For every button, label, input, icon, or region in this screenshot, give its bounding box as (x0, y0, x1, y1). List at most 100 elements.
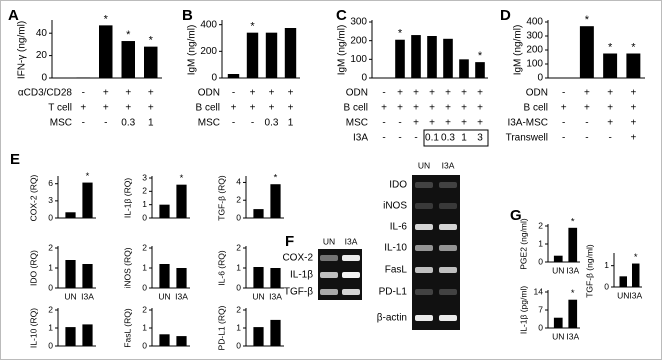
condition-value: + (461, 103, 467, 114)
condition-value: 3 (477, 133, 483, 144)
y-tick-label: 200 (200, 46, 217, 57)
bar (99, 25, 113, 78)
bar (632, 263, 640, 287)
y-tick-label: 7 (538, 304, 543, 314)
x-tick-label: I3A (566, 265, 579, 275)
condition-value: + (269, 88, 275, 99)
bar (568, 299, 578, 328)
condition-value: 0.3 (121, 118, 135, 129)
condition-value: + (477, 118, 483, 129)
condition-value: - (382, 88, 385, 99)
y-tick-label: 0 (142, 282, 147, 292)
y-axis-label: TGF-β (ng/ml) (584, 244, 594, 298)
condition-value: + (381, 103, 387, 114)
condition-value: - (398, 118, 401, 129)
gene-label: FasL (385, 265, 408, 276)
y-tick-label: 4 (236, 177, 241, 187)
bar (227, 74, 240, 78)
condition-label: B cell (524, 103, 548, 114)
condition-label: B cell (196, 103, 220, 114)
condition-label: MSC (50, 118, 72, 129)
condition-label: ODN (346, 88, 368, 99)
condition-value: 1 (461, 133, 467, 144)
panel-letter: F (285, 233, 294, 250)
condition-value: - (398, 133, 401, 144)
y-tick-label: 300 (350, 17, 367, 28)
condition-value: + (413, 103, 419, 114)
lane-label: I3A (345, 236, 358, 246)
condition-value: + (288, 103, 294, 114)
gel-band (342, 272, 360, 278)
significance-mark: * (180, 173, 184, 184)
condition-value: + (429, 88, 435, 99)
x-tick-label: UN (252, 291, 264, 301)
condition-value: + (103, 88, 109, 99)
y-tick-label: 2 (236, 242, 241, 252)
y-tick-label: 200 (526, 45, 543, 56)
y-tick-label: 1 (142, 262, 147, 272)
condition-value: + (584, 103, 590, 114)
condition-value: - (562, 88, 565, 99)
y-axis-label: PD-L1 (RQ) (216, 305, 226, 350)
bar (270, 268, 281, 288)
gel-band (439, 203, 457, 209)
condition-value: + (477, 88, 483, 99)
y-axis-label: IFN-γ (ng/ml) (17, 21, 28, 79)
y-tick-label: 1 (236, 262, 241, 272)
condition-value: + (103, 103, 109, 114)
gel-band (439, 224, 457, 230)
x-tick-label: I3A (269, 291, 282, 301)
condition-value: - (251, 118, 254, 129)
condition-value: + (250, 88, 256, 99)
gel-band (439, 315, 457, 321)
condition-value: - (82, 88, 85, 99)
condition-value: + (607, 88, 613, 99)
condition-value: - (585, 118, 588, 129)
bar (619, 276, 627, 287)
x-tick-label: UN (552, 265, 564, 275)
y-tick-label: 100 (526, 59, 543, 70)
gel (412, 175, 460, 330)
gene-label: TGF-β (284, 287, 313, 298)
y-tick-label: 1 (48, 262, 53, 272)
gel-band (415, 182, 433, 188)
condition-value: + (445, 103, 451, 114)
significance-mark: * (585, 14, 590, 26)
y-tick-label: 0 (142, 340, 147, 350)
x-tick-label: I3A (81, 291, 94, 301)
gel-band (415, 224, 433, 230)
y-tick-label: 1 (142, 322, 147, 332)
gene-label: β-actin (377, 313, 407, 324)
gel-band (439, 182, 457, 188)
bar (253, 327, 264, 346)
bar (176, 184, 187, 218)
y-axis-label: PGE2 (ng/ml) (518, 218, 528, 270)
y-axis-label: TGF-β (RQ) (216, 175, 226, 221)
condition-value: + (125, 88, 131, 99)
y-tick-label: 1 (604, 260, 609, 270)
x-tick-label: UN (617, 290, 629, 300)
y-tick-label: 2 (142, 186, 147, 196)
lane-label: UN (323, 236, 335, 246)
condition-value: + (561, 103, 567, 114)
y-axis-label: IDO (RQ) (28, 250, 38, 286)
y-tick-label: 0 (211, 73, 217, 84)
gene-label: IL-1β (290, 270, 313, 281)
condition-value: + (607, 118, 613, 129)
significance-mark: * (571, 216, 575, 227)
gel-band (415, 203, 433, 209)
bar (82, 182, 93, 218)
bar (427, 36, 437, 78)
y-tick-label: 1 (142, 199, 147, 209)
bar (65, 212, 76, 218)
condition-value: + (231, 103, 237, 114)
condition-value: 1 (288, 118, 294, 129)
condition-value: - (414, 133, 417, 144)
bar (65, 327, 76, 346)
bar (159, 334, 170, 346)
condition-value: + (429, 103, 435, 114)
y-tick-label: 1 (48, 322, 53, 332)
condition-value: + (630, 118, 636, 129)
gel-band (415, 289, 433, 295)
y-axis-label: iNOS (RQ) (122, 247, 132, 288)
